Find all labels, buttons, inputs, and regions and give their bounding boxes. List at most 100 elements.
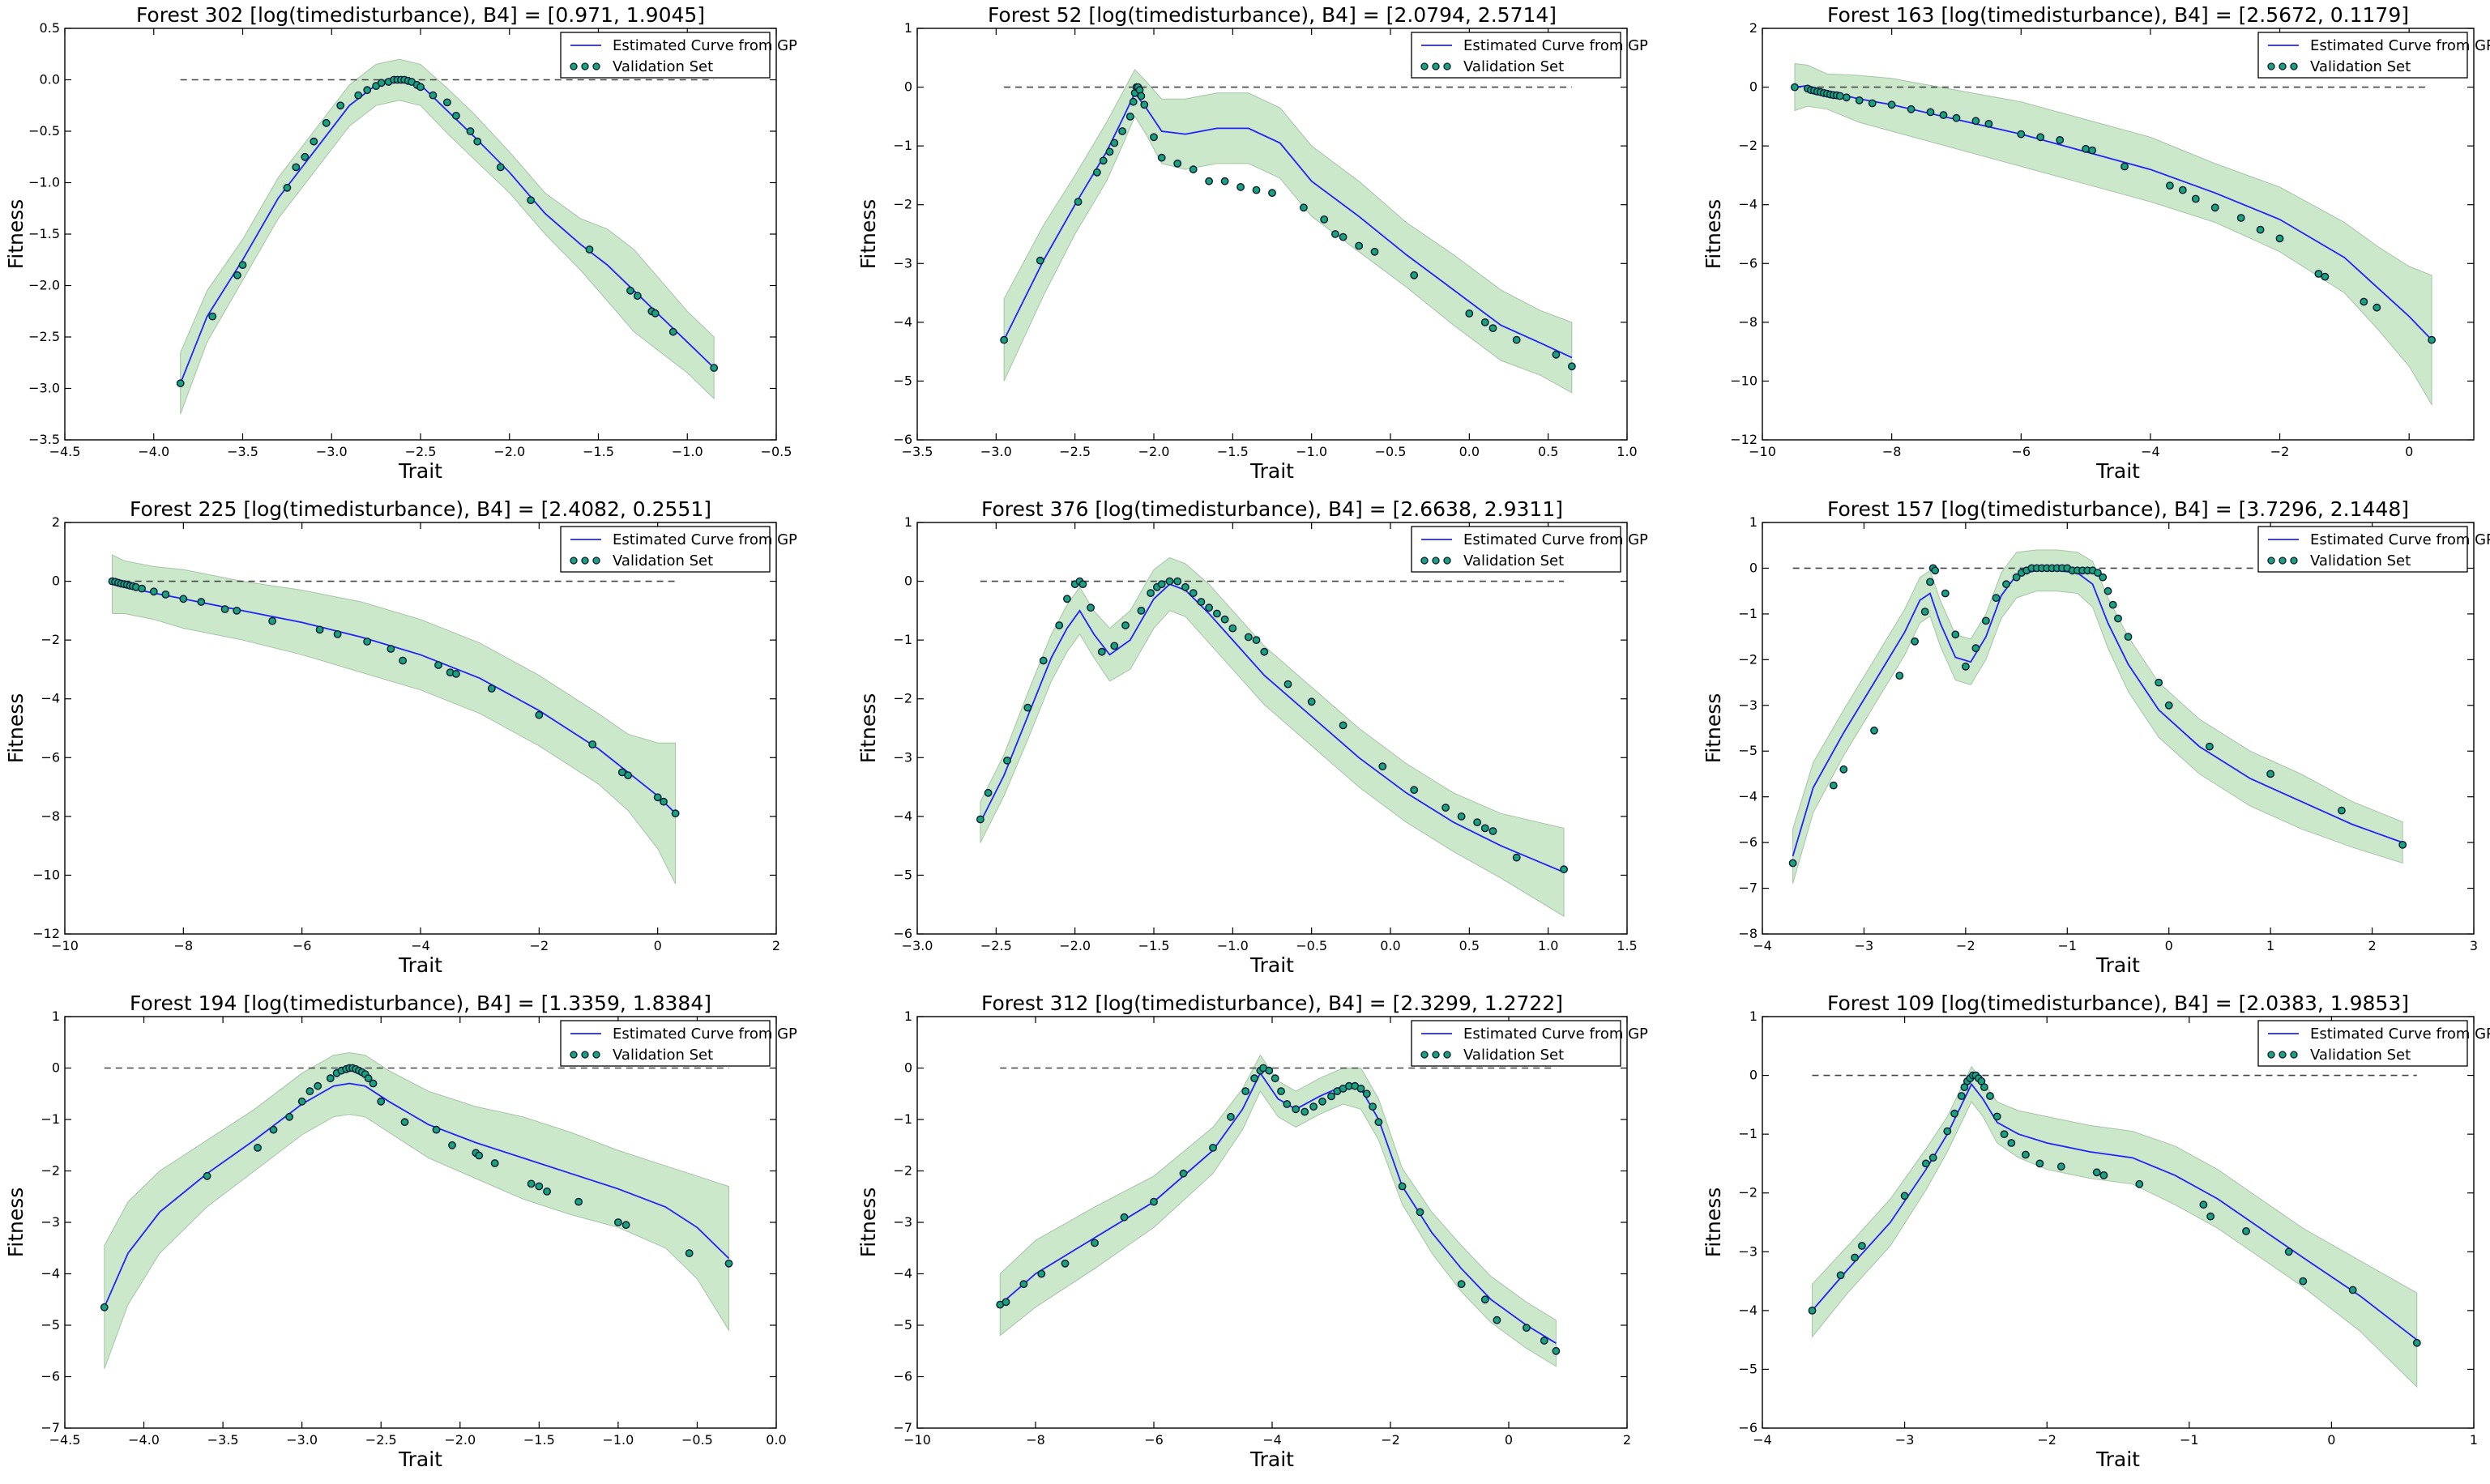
validation-point [1480, 1295, 1489, 1304]
validation-point [2348, 1286, 2357, 1294]
x-tick-label: −6 [293, 938, 312, 953]
validation-point [1808, 1307, 1817, 1315]
legend-line-label: Estimated Curve from GP [2310, 531, 2490, 548]
validation-point [671, 809, 680, 818]
chart-title: Forest 312 [log(timedisturbance), B4] = … [981, 991, 1563, 1015]
validation-point [400, 1118, 409, 1127]
legend-points-swatch [2279, 556, 2287, 565]
validation-point [100, 1303, 109, 1311]
validation-point [1283, 680, 1292, 689]
y-tick-label: 0 [52, 1060, 60, 1076]
y-tick-label: −2 [893, 197, 912, 212]
y-tick-label: −6 [1738, 834, 1758, 850]
x-tick-label: −3.5 [207, 1432, 239, 1448]
validation-point [1398, 1182, 1407, 1191]
validation-point [2314, 270, 2323, 278]
validation-point [2206, 1212, 2215, 1221]
validation-point [1037, 1269, 1046, 1278]
validation-point [490, 1159, 499, 1167]
legend-points-swatch [570, 556, 578, 565]
validation-point [322, 118, 331, 127]
validation-point [268, 616, 276, 625]
x-tick-label: 3 [2470, 938, 2478, 953]
validation-point [1943, 1127, 1952, 1136]
x-tick-label: −2 [2037, 1432, 2056, 1448]
validation-point [1105, 147, 1114, 156]
legend-points-label: Validation Set [1463, 552, 1564, 569]
validation-point [363, 86, 372, 95]
x-tick-label: 0 [654, 938, 662, 953]
validation-point [2256, 225, 2265, 234]
validation-point [1552, 350, 1561, 359]
validation-point [1926, 108, 1935, 117]
chart-title: Forest 376 [log(timedisturbance), B4] = … [981, 497, 1563, 521]
legend-points-label: Validation Set [2310, 58, 2411, 75]
validation-point [633, 292, 642, 301]
validation-point [1851, 1253, 1860, 1262]
gp-confidence-band [104, 1051, 729, 1370]
y-tick-label: −1.5 [28, 226, 60, 241]
gp-confidence-band [980, 556, 1565, 918]
y-tick-label: −2 [1738, 651, 1758, 667]
y-tick-label: −7 [893, 1420, 912, 1435]
y-tick-label: 0 [1749, 560, 1758, 575]
x-tick-label: −10 [903, 1432, 931, 1448]
validation-point [1339, 232, 1348, 241]
legend-points-swatch [2267, 1051, 2275, 1059]
validation-point [1213, 609, 1221, 618]
validation-point [653, 793, 662, 802]
validation-point [1488, 324, 1497, 332]
y-tick-label: −2 [41, 1163, 60, 1179]
y-axis-label: Fitness [856, 1188, 880, 1258]
legend: Estimated Curve from GP Validation Set [560, 1020, 797, 1067]
x-tick-label: −1 [2180, 1432, 2199, 1448]
validation-point [326, 1074, 335, 1083]
validation-point [1540, 1337, 1548, 1345]
y-tick-label: −2 [1738, 138, 1758, 153]
x-tick-label: 2 [2368, 938, 2376, 953]
plot-content [976, 556, 1569, 918]
legend-box [2257, 1020, 2468, 1067]
validation-point [1951, 630, 1960, 639]
x-tick-label: −3 [1855, 938, 1874, 953]
validation-point [1992, 1112, 2001, 1121]
chart-title: Forest 302 [log(timedisturbance), B4] = … [136, 3, 705, 27]
x-tick-label: 1.0 [1538, 938, 1558, 953]
validation-point [364, 1074, 373, 1083]
validation-point [1842, 93, 1851, 102]
x-tick-label: −0.5 [761, 444, 792, 459]
legend-points-label: Validation Set [2310, 552, 2411, 569]
validation-point [269, 1125, 278, 1134]
legend-points-label: Validation Set [2310, 1047, 2411, 1064]
legend: Estimated Curve from GP Validation Set [2257, 32, 2490, 79]
x-tick-label: −6 [1144, 1432, 1164, 1448]
y-tick-label: −3.5 [28, 432, 60, 447]
x-tick-label: −6 [2011, 444, 2031, 459]
validation-point [724, 1259, 733, 1268]
validation-point [1301, 1107, 1309, 1116]
x-tick-label: 0 [2405, 444, 2413, 459]
y-tick-label: 1 [52, 1009, 60, 1024]
validation-point [2428, 335, 2437, 344]
validation-point [1374, 1118, 1383, 1127]
plot-content [1808, 1065, 2421, 1388]
y-axis-label: Fitness [4, 693, 28, 764]
y-tick-label: 0 [904, 79, 912, 95]
validation-point [2165, 181, 2174, 190]
validation-point [2012, 573, 2021, 582]
legend-points-swatch [1443, 62, 1451, 70]
legend-line-label: Estimated Curve from GP [2310, 1026, 2490, 1043]
y-tick-label: −2.5 [28, 329, 60, 344]
validation-point [301, 152, 310, 161]
validation-point [1061, 1259, 1070, 1268]
legend-line-label: Estimated Curve from GP [1463, 1026, 1648, 1043]
y-axis-label: Fitness [856, 199, 880, 270]
validation-point [1331, 230, 1339, 238]
chart-panel-5: −3.0 −2.5 −2.0 −1.5 −1.0 −0.5 0.0 0.5 1.0 1.5 −6 −5… [856, 497, 1648, 977]
validation-point [2373, 303, 2381, 312]
x-tick-label: −2.0 [1059, 938, 1091, 953]
validation-point [1300, 203, 1308, 212]
x-axis-label: Trait [398, 1448, 442, 1471]
validation-point [2337, 806, 2346, 815]
validation-point [1355, 241, 1364, 250]
